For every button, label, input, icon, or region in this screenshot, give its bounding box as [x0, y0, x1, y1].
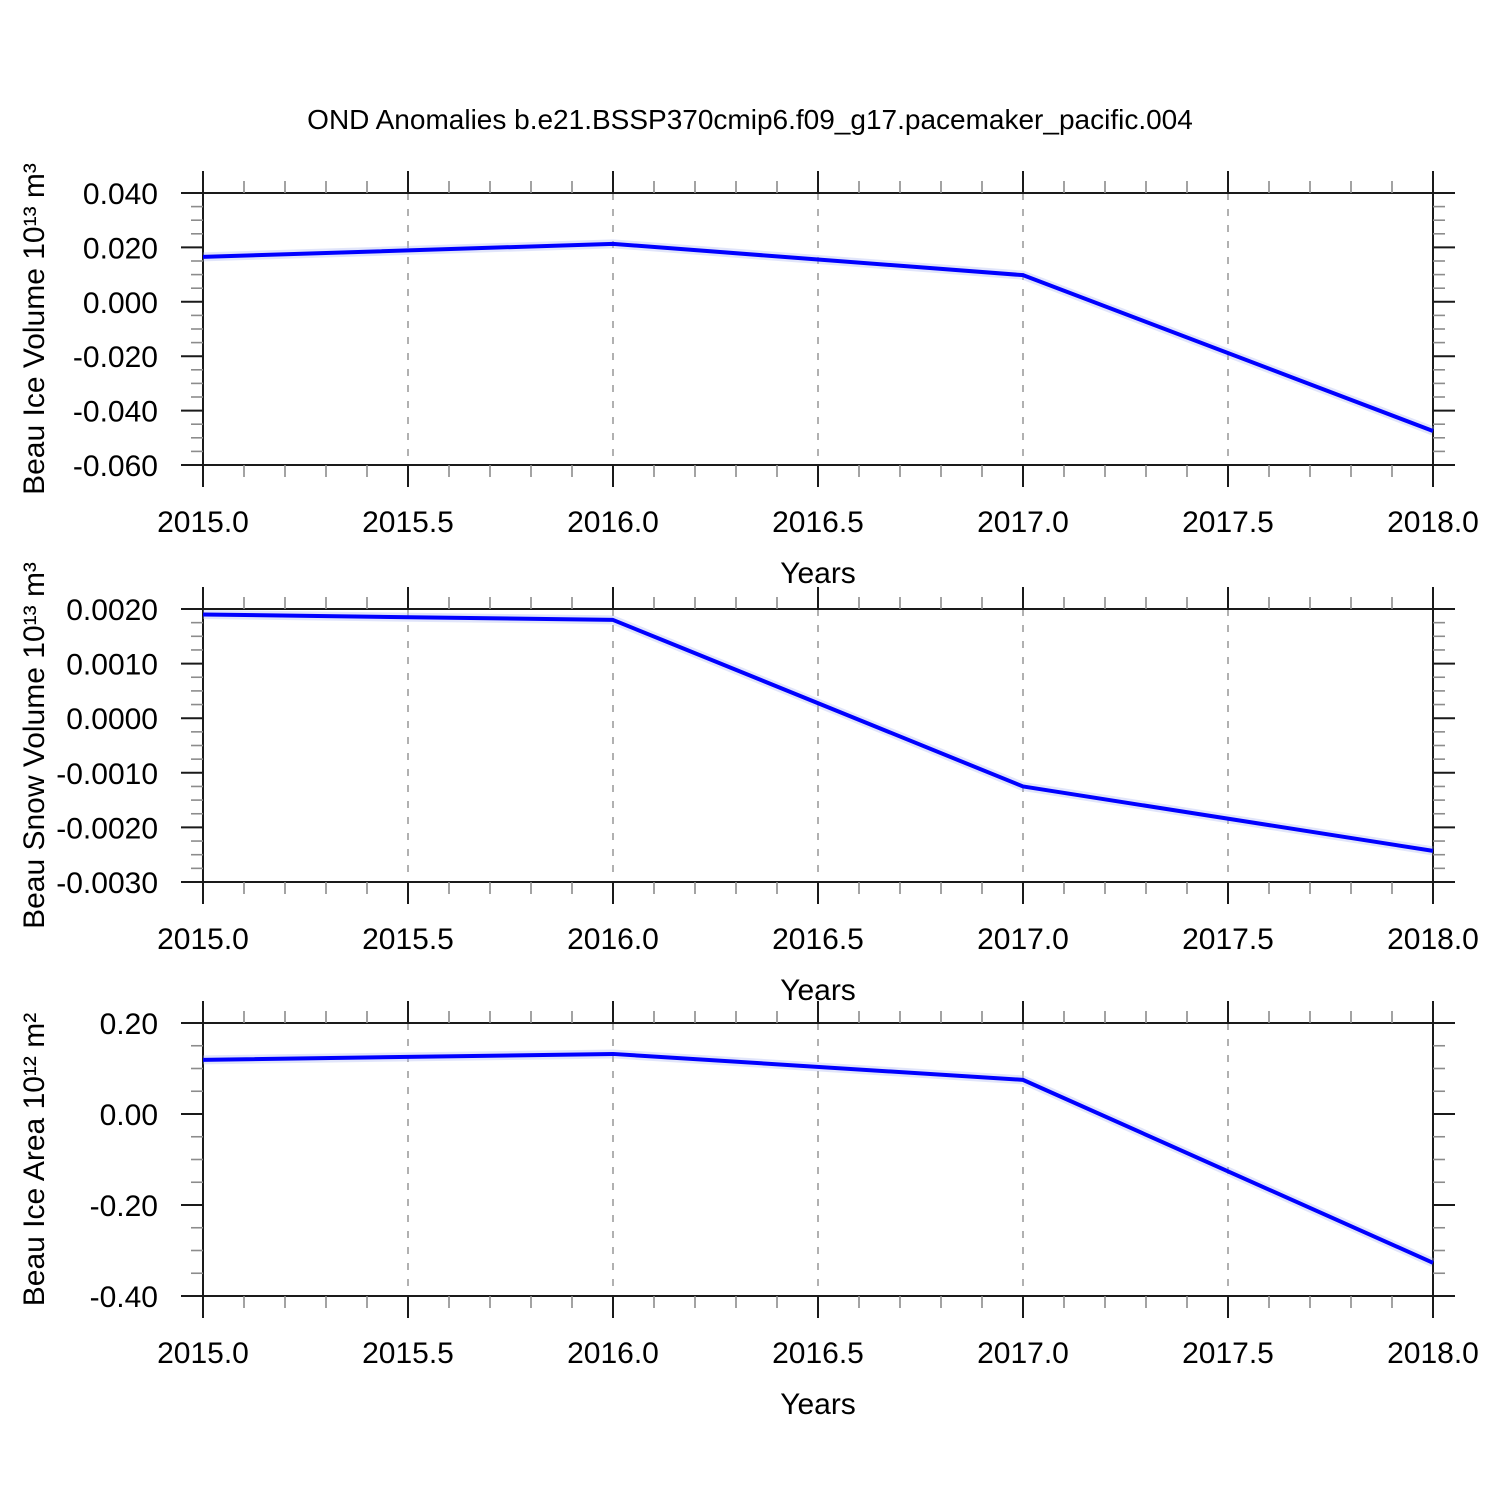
x-tick-label: 2015.0: [157, 1337, 249, 1370]
x-tick-label: 2017.5: [1182, 1337, 1274, 1370]
y-axis-title: Beau Snow Volume 10¹³ m³: [18, 562, 51, 929]
x-tick-label: 2015.0: [157, 923, 249, 956]
x-tick-label: 2017.0: [977, 506, 1069, 539]
x-tick-label: 2017.0: [977, 1337, 1069, 1370]
chart-panel-3: 0.20 0.00 -0.20 -0.40 2015.0 2015.5 2016.0 2016…: [18, 1001, 1479, 1421]
chart-panel-2: 0.0020 0.0010 0.0000 -0.0010 -0.0020 -0.0030 2…: [18, 562, 1479, 1007]
x-axis-title: Years: [780, 1388, 856, 1421]
chart-panel-1: 0.040 0.020 0.000 -0.020 -0.040 -0.060 2015.0 2…: [18, 163, 1479, 590]
x-tick-label: 2015.5: [362, 506, 454, 539]
y-tick-label: 0.0020: [66, 594, 158, 627]
plot-frame: [202, 192, 1434, 466]
x-tick-label: 2016.0: [567, 506, 659, 539]
x-tick-label: 2015.0: [157, 506, 249, 539]
x-tick-label: 2016.0: [567, 1337, 659, 1370]
x-tick-label: 2016.5: [772, 1337, 864, 1370]
x-tick-label: 2018.0: [1387, 1337, 1479, 1370]
x-tick-label: 2017.5: [1182, 506, 1274, 539]
y-tick-label: -0.40: [90, 1281, 158, 1314]
x-tick-label: 2018.0: [1387, 506, 1479, 539]
y-tick-label: 0.040: [83, 178, 158, 211]
x-tick-label: 2015.5: [362, 923, 454, 956]
x-tick-label: 2017.5: [1182, 923, 1274, 956]
series-line: [202, 612, 1434, 853]
y-tick-label: 0.0010: [66, 649, 158, 682]
y-axis-title: Beau Ice Area 10¹² m²: [18, 1013, 51, 1306]
y-tick-label: 0.000: [83, 287, 158, 320]
series-line-halo: [202, 609, 1434, 856]
y-tick-label: -0.020: [73, 341, 158, 374]
x-tick-label: 2016.5: [772, 506, 864, 539]
x-tick-label: 2017.0: [977, 923, 1069, 956]
series-line: [202, 241, 1434, 433]
plot-frame: [202, 608, 1434, 883]
x-tick-label: 2015.5: [362, 1337, 454, 1370]
x-axis-title: Years: [780, 557, 856, 590]
y-tick-label: -0.0030: [56, 867, 158, 900]
plot-title: OND Anomalies b.e21.BSSP370cmip6.f09_g17…: [307, 104, 1193, 135]
x-tick-label: 2016.5: [772, 923, 864, 956]
y-tick-label: -0.0010: [56, 758, 158, 791]
y-tick-label: -0.060: [73, 450, 158, 483]
y-axis-title: Beau Ice Volume 10¹³ m³: [18, 163, 51, 495]
y-tick-label: -0.0020: [56, 812, 158, 845]
y-tick-label: 0.00: [100, 1099, 158, 1132]
y-tick-label: 0.0000: [66, 703, 158, 736]
x-tick-label: 2016.0: [567, 923, 659, 956]
y-tick-label: -0.040: [73, 396, 158, 429]
y-tick-label: 0.020: [83, 232, 158, 265]
series-line: [202, 1051, 1434, 1265]
y-tick-label: -0.20: [90, 1190, 158, 1223]
y-tick-label: 0.20: [100, 1008, 158, 1041]
x-tick-label: 2018.0: [1387, 923, 1479, 956]
